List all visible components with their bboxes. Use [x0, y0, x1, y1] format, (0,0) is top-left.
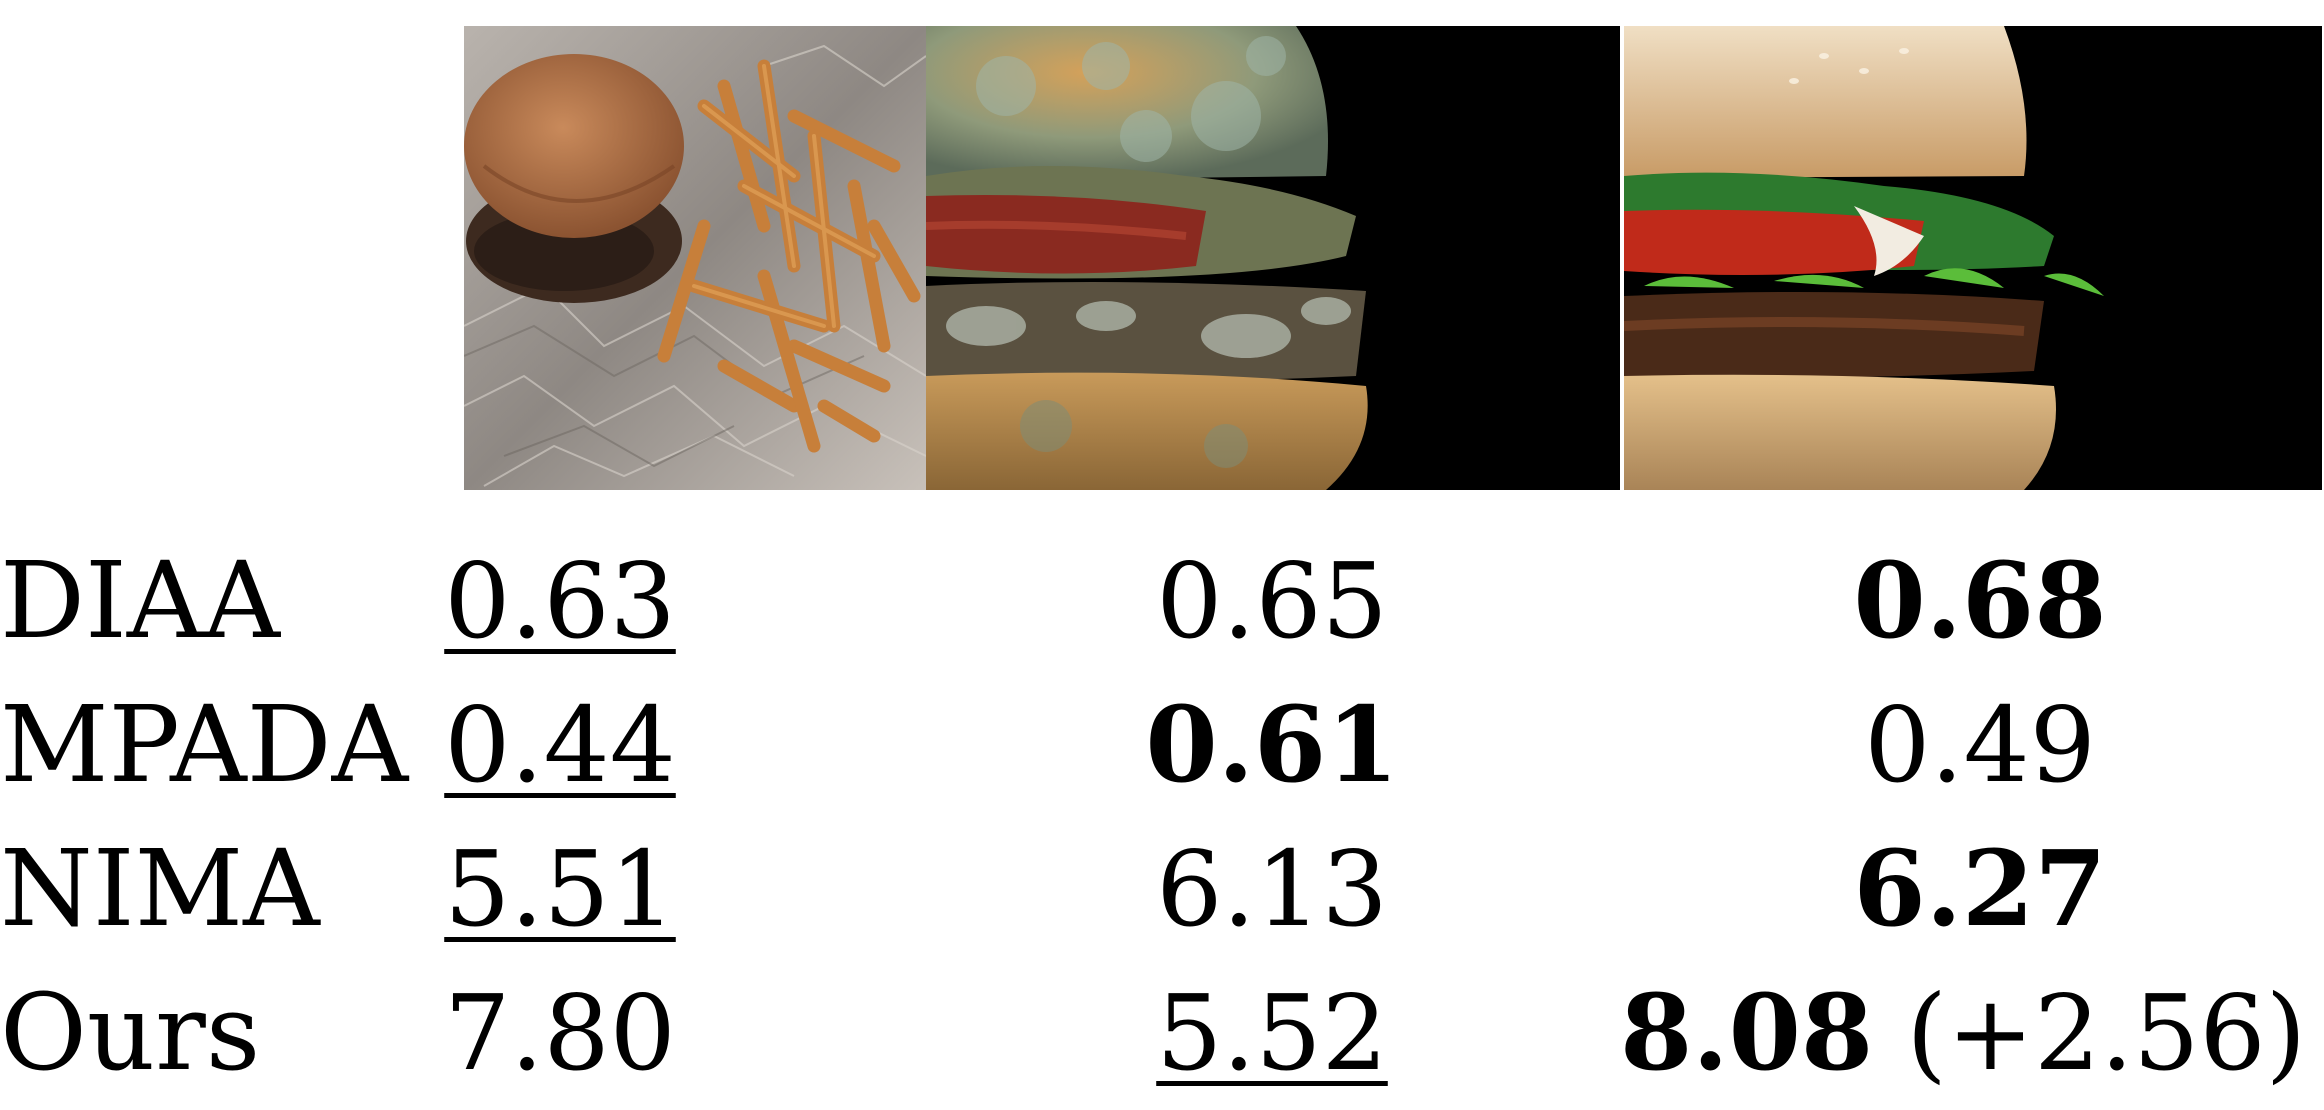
method-label: Ours	[0, 971, 261, 1094]
score-image-3: 6.27	[1853, 827, 2107, 950]
score-image-1: 7.80	[444, 972, 676, 1094]
score-image-3: 0.49	[1864, 684, 2096, 806]
fresh-burger-image	[1624, 26, 2322, 490]
score-image-3: 0.68	[1853, 539, 2107, 662]
score-image-1: 0.63	[444, 540, 676, 662]
table-row-nima: NIMA 5.51 6.13 6.27	[0, 824, 2324, 954]
fresh-burger-illustration	[1624, 26, 2322, 490]
table-row-ours: Ours 7.80 5.52 8.08 (+2.56)	[0, 968, 2324, 1098]
score-image-2: 6.13	[1156, 828, 1388, 950]
score-image-3-group: 8.08 (+2.56)	[1620, 968, 2324, 1098]
score-image-1: 5.51	[444, 828, 676, 950]
score-image-3: 8.08	[1620, 971, 1874, 1094]
score-image-2: 5.52	[1156, 972, 1388, 1094]
score-image-2: 0.61	[1145, 683, 1399, 806]
method-label: DIAA	[0, 539, 280, 662]
method-label: MPADA	[0, 683, 409, 806]
method-label: NIMA	[0, 827, 320, 950]
table-row-diaa: DIAA 0.63 0.65 0.68	[0, 536, 2324, 666]
moldy-burger-image	[926, 26, 1620, 490]
score-image-2: 0.65	[1156, 540, 1388, 662]
moldy-burger-illustration	[926, 26, 1620, 490]
burger-fries-image	[464, 26, 926, 490]
score-image-1: 0.44	[444, 684, 676, 806]
burger-fries-illustration	[464, 26, 926, 490]
score-delta: (+2.56)	[1906, 972, 2307, 1094]
table-row-mpada: MPADA 0.44 0.61 0.49	[0, 680, 2324, 810]
